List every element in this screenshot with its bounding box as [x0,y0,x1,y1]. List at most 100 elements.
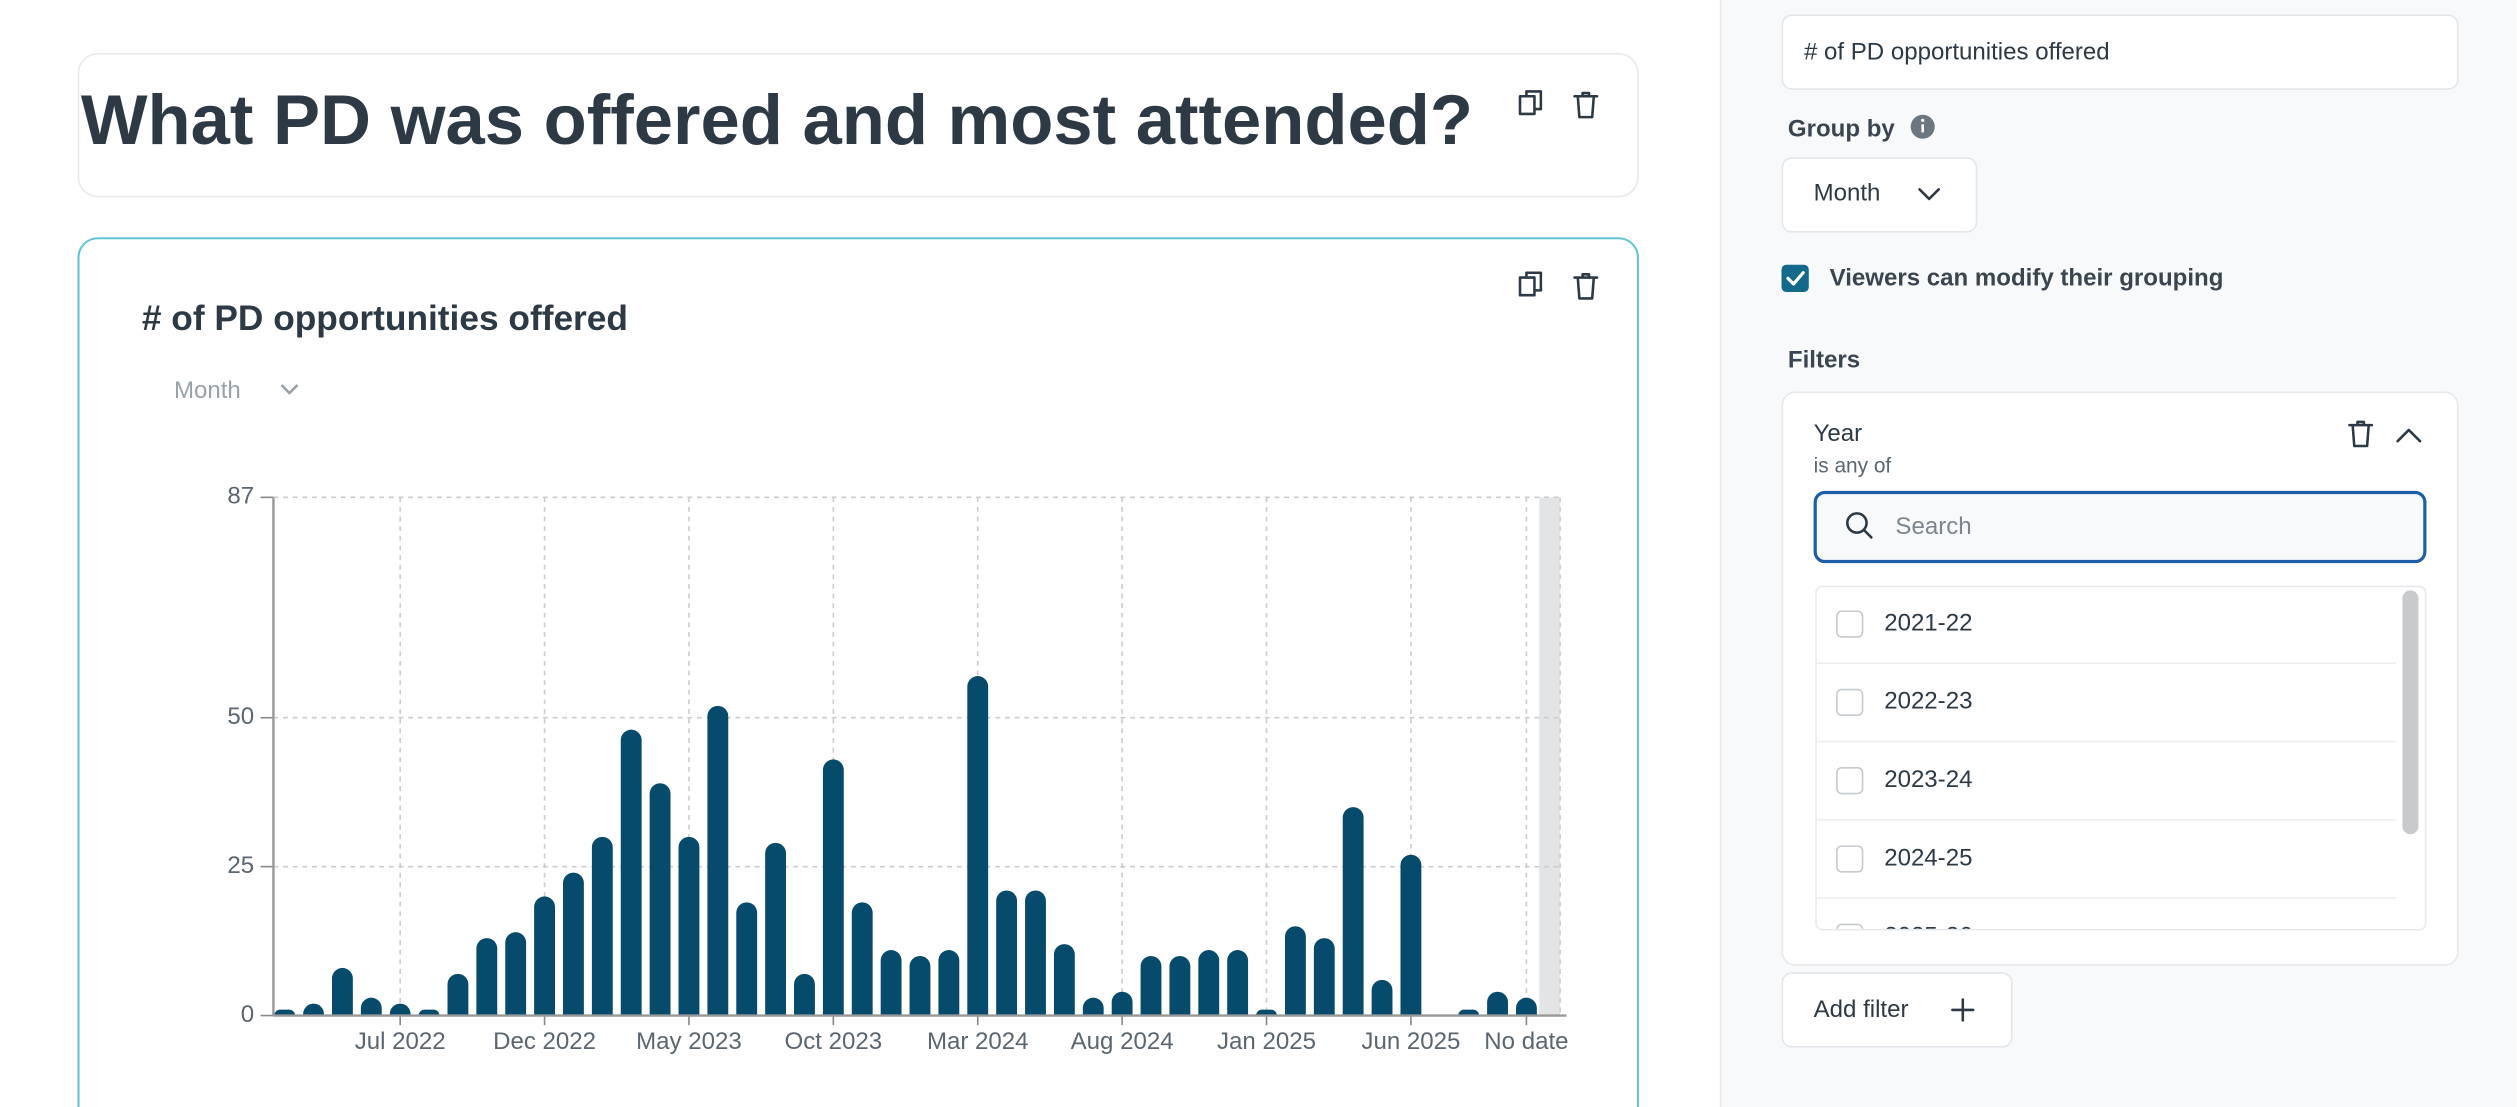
plus-icon [1951,998,1975,1022]
checkbox-label: Viewers can modify their grouping [1830,265,2224,292]
bar [1400,854,1422,1016]
search-icon-handle [1862,528,1873,539]
title-card [77,52,1639,198]
bar [1082,997,1104,1016]
option-checkbox[interactable] [1836,923,1864,950]
option-label: 2024-25 [1884,844,1972,871]
search-box[interactable] [1813,490,2427,564]
chevron-down [280,384,299,395]
bar [822,759,844,1016]
bar [389,1003,411,1016]
bar [1053,944,1075,1016]
option-checkbox[interactable] [1836,845,1864,873]
bar [534,896,555,1016]
x-tick-label: Aug 2024 [1071,1028,1174,1055]
filter-collapse[interactable] [2396,428,2422,443]
bar [794,973,815,1016]
bar [707,705,729,1016]
bar [620,729,642,1016]
bar [360,997,382,1016]
checkbox[interactable] [1781,264,1809,292]
bar [1227,950,1249,1016]
copy-icon[interactable] [1518,271,1543,297]
y-tick-label: 87 [227,483,254,510]
metric-input[interactable] [1781,14,2459,90]
x-tick-label: Mar 2024 [927,1028,1029,1055]
bar [303,1003,324,1016]
add-filter-button[interactable] [1781,972,2013,1048]
bar [418,1009,440,1016]
options-list [1815,585,2427,931]
bar [649,783,671,1016]
x-tick-label: No date [1484,1028,1568,1055]
scrollbar[interactable] [2402,590,2419,835]
bar [1458,1009,1480,1016]
option-label: 2022-23 [1884,688,1972,715]
y-tick-label: 0 [241,1001,254,1028]
search-placeholder: Search [1895,513,1971,540]
option-label: 2021-22 [1884,609,1972,636]
bar [909,955,931,1016]
filters-label: Filters [1788,346,1860,373]
add-filter-label: Add filter [1814,996,1909,1023]
group-by-dropdown[interactable] [1781,157,1978,233]
bar [1025,890,1046,1016]
delete-icon[interactable] [1573,273,1599,300]
option-label: 2023-24 [1884,766,1972,793]
title-actions [1518,90,1599,119]
bar [938,950,960,1016]
metric-name: # of PD opportunities offered [1804,38,2110,65]
bar [274,1009,296,1016]
bar [505,932,527,1016]
info-glyph [1921,124,1924,133]
bar [1169,955,1191,1016]
chart-card [77,237,1639,1107]
x-tick-label: Jun 2025 [1361,1028,1460,1055]
bar [1256,1009,1277,1016]
x-tick-label: Oct 2023 [785,1028,883,1055]
bar [591,836,613,1016]
bar [1515,997,1537,1016]
bar [880,950,902,1016]
bar [967,676,989,1016]
bar [1342,807,1364,1016]
bar [1140,955,1162,1016]
group-by-value: Month [1814,179,1881,206]
bar [851,902,873,1016]
option-checkbox[interactable] [1836,610,1864,638]
chevron-down [1918,188,1941,201]
filter-operator: is any of [1814,454,1892,477]
page-title: What PD was offered and most attended? [81,80,1473,159]
x-tick-label: Dec 2022 [493,1028,596,1055]
x-tick-label: May 2023 [636,1028,742,1055]
option-checkbox[interactable] [1836,767,1864,795]
x-tick-label: Jan 2025 [1217,1028,1316,1055]
bar [678,836,700,1016]
option-checkbox[interactable] [1836,688,1864,717]
x-tick-label: Jul 2022 [355,1028,446,1055]
group-by-label: Group by [1788,115,1895,142]
bar [447,973,469,1016]
bar [996,890,1018,1016]
filter-delete[interactable] [2348,420,2374,448]
bar [563,872,584,1016]
search-icon [1846,512,1868,534]
bar [1487,991,1508,1016]
hover-strip [1539,497,1561,1016]
bar [1371,979,1393,1016]
delete-icon[interactable] [1573,91,1599,119]
bar [1284,926,1306,1016]
filter-name: Year [1814,420,1863,447]
bar [331,967,353,1016]
y-tick-label: 50 [227,703,254,730]
chart-grouping[interactable]: Month [174,377,241,404]
chart-title: # of PD opportunities offered [142,299,628,338]
bar [1111,991,1133,1016]
info-dot [1921,118,1925,122]
check [1786,271,1805,286]
y-tick-label: 25 [227,852,254,879]
bar [765,842,787,1016]
bar [476,938,498,1016]
bar [736,902,758,1016]
copy-icon[interactable] [1518,90,1543,116]
